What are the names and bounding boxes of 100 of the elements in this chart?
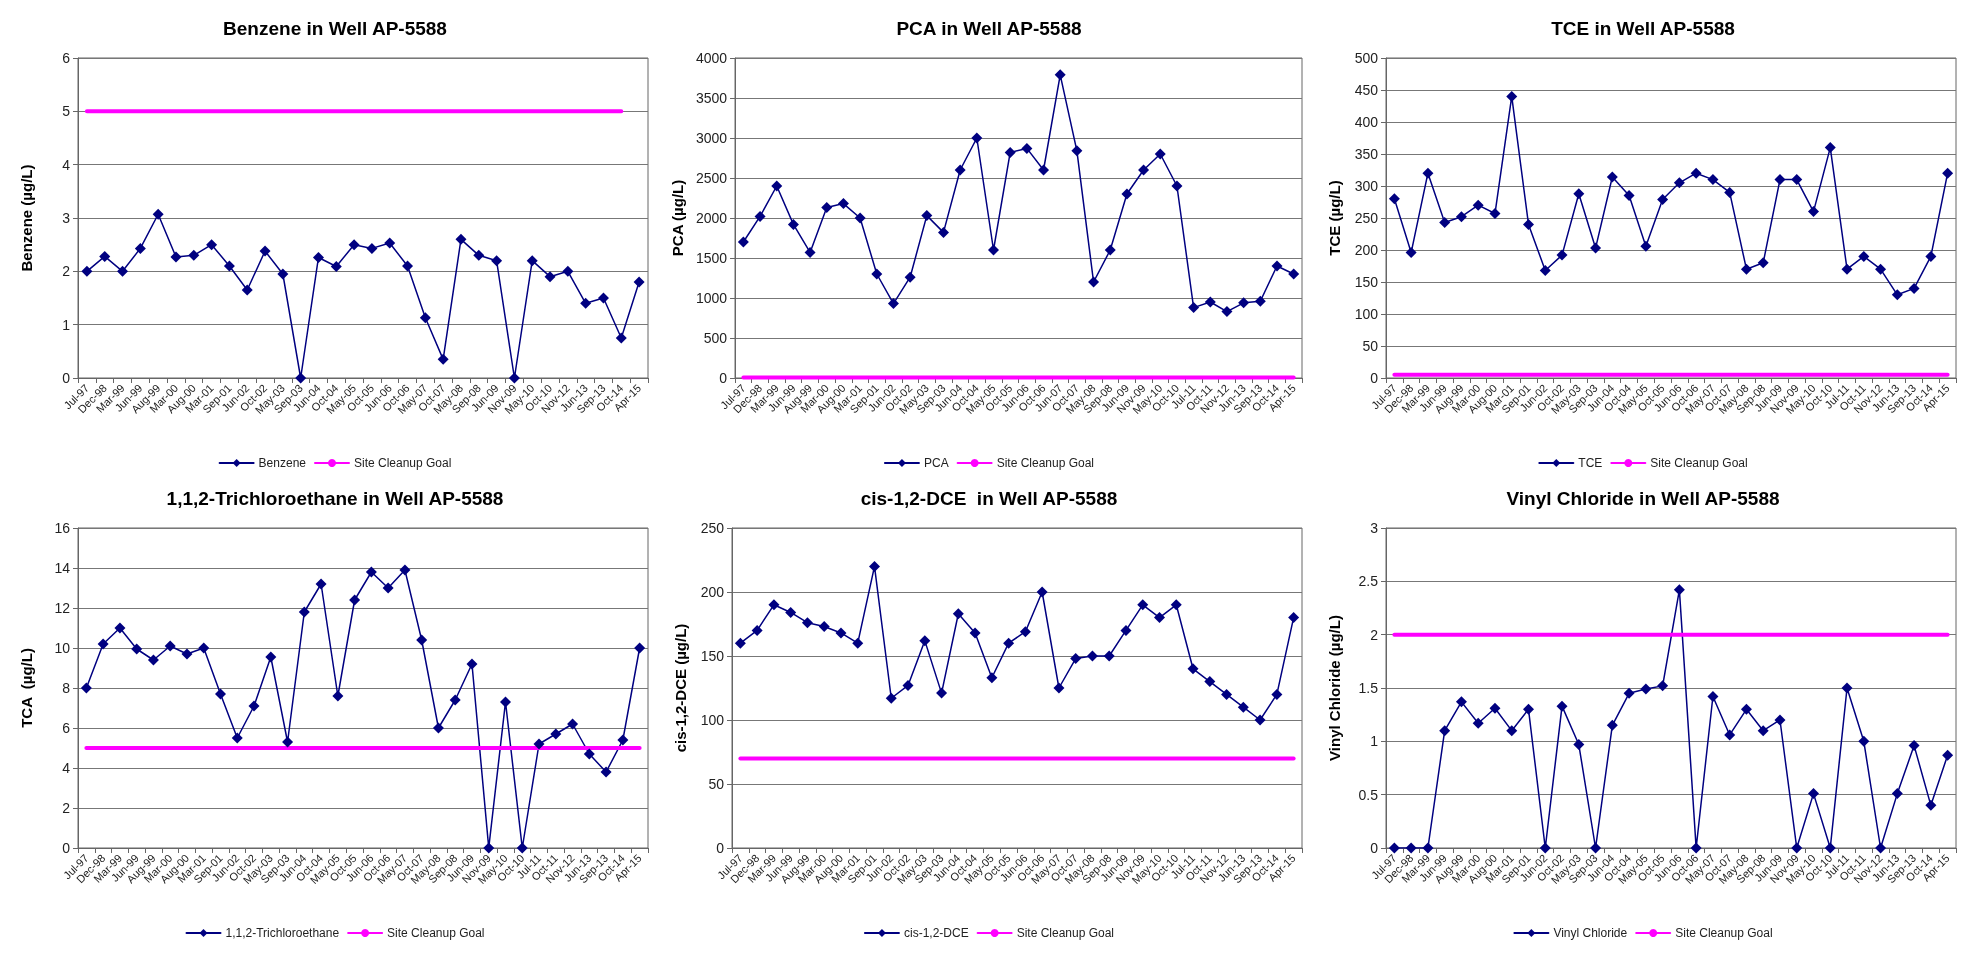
point: [1188, 302, 1200, 314]
y-tick-label: 50: [1362, 338, 1379, 354]
y-axis-title: Vinyl Chloride (µg/L): [1326, 615, 1343, 761]
point: [971, 132, 983, 144]
point: [583, 748, 595, 760]
y-tick-label: 250: [700, 520, 725, 536]
y-tick-label: 0.5: [1358, 786, 1379, 803]
y-tick-label: 50: [708, 776, 725, 792]
point: [223, 260, 235, 272]
point: [887, 298, 899, 310]
y-axis-title: Benzene (µg/L): [18, 164, 35, 272]
point: [449, 694, 461, 706]
y-tick-label: 500: [1354, 50, 1379, 66]
point: [734, 637, 746, 649]
point: [1740, 703, 1752, 715]
legend-label: TCE: [1578, 456, 1603, 470]
point: [416, 634, 428, 646]
point: [615, 332, 627, 344]
point: [1824, 842, 1836, 854]
point: [1523, 218, 1534, 230]
point: [1740, 263, 1752, 275]
point: [131, 643, 143, 655]
point: [1908, 740, 1920, 752]
legend-label: PCA: [923, 456, 949, 470]
point: [1455, 211, 1467, 223]
y-tick-label: 0: [62, 370, 71, 386]
point: [902, 679, 914, 691]
point: [1388, 193, 1400, 205]
point: [869, 560, 880, 572]
point: [821, 202, 833, 214]
point: [952, 608, 964, 620]
point: [771, 180, 783, 192]
y-tick-label: 5: [62, 103, 71, 120]
y-tick-label: 10: [54, 640, 71, 656]
y-tick-label: 500: [703, 330, 728, 346]
point: [1942, 167, 1954, 179]
point: [265, 651, 277, 663]
point: [466, 658, 478, 670]
point: [1623, 190, 1635, 202]
point: [1791, 842, 1803, 854]
point: [1606, 171, 1618, 183]
point: [282, 736, 294, 748]
point: [1707, 691, 1719, 703]
point: [241, 284, 253, 296]
point: [1036, 586, 1048, 598]
point: [170, 251, 182, 263]
point: [1858, 250, 1870, 262]
point: [1070, 653, 1082, 665]
point: [312, 251, 324, 263]
y-tick-label: 14: [54, 560, 71, 576]
y-tick-label: 100: [1354, 306, 1379, 322]
point: [533, 738, 545, 750]
point: [1254, 295, 1266, 307]
point: [1187, 663, 1199, 675]
point: [1640, 240, 1652, 252]
point: [1221, 688, 1233, 700]
point: [315, 578, 327, 590]
point: [986, 672, 998, 684]
point: [1556, 700, 1568, 712]
legend-label: Site Cleanup Goal: [1650, 456, 1748, 470]
y-tick-label: 16: [54, 520, 71, 536]
point: [1824, 142, 1836, 154]
point: [1489, 208, 1501, 220]
point: [1004, 146, 1016, 158]
legend-label: Site Cleanup Goal: [387, 926, 485, 940]
point: [295, 372, 307, 384]
point: [1707, 174, 1719, 186]
chart-title: Benzene in Well AP-5588: [223, 18, 447, 39]
point: [1573, 188, 1585, 200]
y-tick-label: 1: [62, 316, 71, 333]
point: [198, 642, 210, 654]
point: [754, 210, 766, 222]
point: [147, 654, 159, 666]
point: [1288, 612, 1300, 624]
point: [1439, 725, 1451, 737]
point: [1071, 145, 1083, 157]
point: [1673, 177, 1685, 189]
point: [206, 239, 218, 251]
point: [526, 255, 538, 267]
point: [1841, 682, 1853, 694]
point: [1137, 599, 1149, 611]
point: [1673, 584, 1685, 596]
point: [885, 692, 897, 704]
point: [500, 696, 511, 708]
point: [402, 260, 414, 272]
point: [491, 255, 503, 267]
y-tick-label: 350: [1354, 146, 1379, 162]
point: [1657, 680, 1669, 692]
point: [1120, 624, 1132, 636]
y-tick-label: 12: [54, 600, 71, 616]
point: [1121, 188, 1133, 200]
point: [550, 728, 562, 740]
point: [1021, 142, 1033, 154]
point: [1138, 164, 1150, 176]
point: [1573, 739, 1585, 751]
point: [904, 271, 916, 283]
point: [988, 244, 1000, 256]
point: [1455, 696, 1467, 708]
point: [181, 648, 193, 660]
point: [1288, 268, 1300, 280]
